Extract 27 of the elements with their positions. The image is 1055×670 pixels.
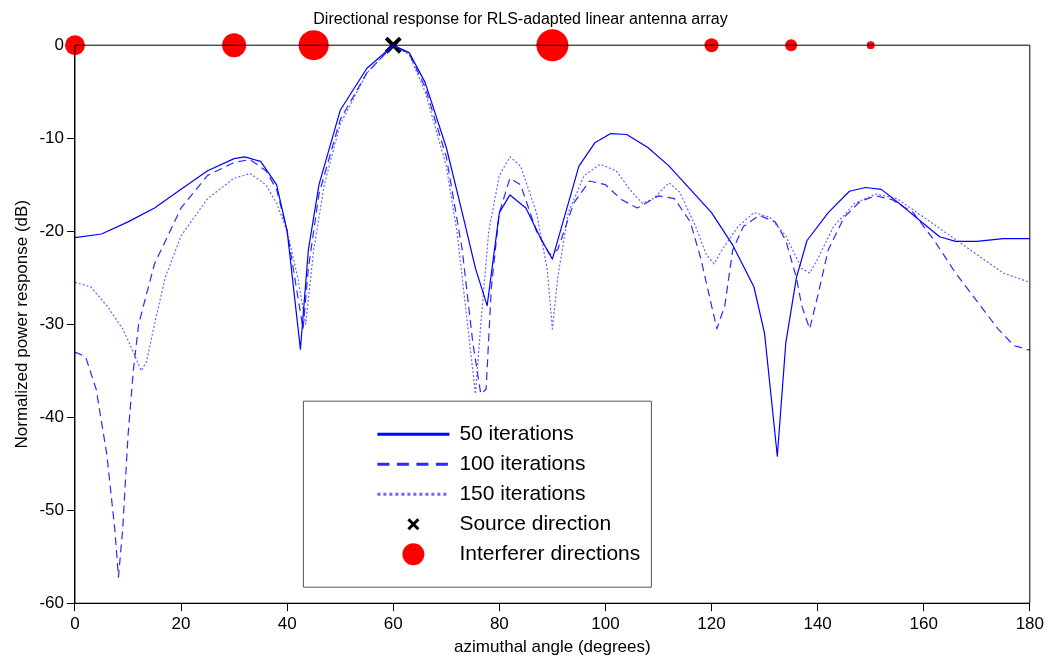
y-tick-label: -20	[39, 220, 64, 240]
x-tick-label: 20	[171, 614, 191, 634]
y-tick-label: -40	[39, 406, 64, 426]
legend-label: Source direction	[459, 511, 612, 534]
chart-title: Directional response for RLS-adapted linear antenna array	[313, 10, 728, 28]
legend-label: 100 iterations	[459, 451, 586, 474]
y-tick-label: -60	[39, 592, 64, 612]
x-axis-title: azimuthal angle (degrees)	[454, 637, 651, 657]
x-tick-label: 40	[277, 614, 297, 634]
y-axis-title: Normalized power response (dB)	[11, 199, 31, 449]
x-tick-label: 100	[591, 614, 620, 634]
x-tick-label: 160	[909, 614, 938, 634]
x-tick-label: 0	[70, 614, 80, 634]
x-tick-label: 80	[489, 614, 509, 634]
x-tick-label: 180	[1015, 614, 1045, 634]
legend-label: Interferer directions	[459, 541, 641, 564]
legend-label: 150 iterations	[459, 481, 586, 504]
x-tick-label: 120	[697, 614, 726, 634]
y-tick-label: 0	[54, 34, 64, 54]
y-tick-label: -50	[39, 499, 64, 519]
x-tick-label: 140	[803, 614, 832, 634]
legend-label: 50 iterations	[459, 421, 574, 444]
y-tick-label: -30	[39, 313, 64, 333]
line-series	[74, 44, 1031, 395]
y-tick-label: -10	[39, 127, 64, 147]
x-tick-label: 60	[383, 614, 403, 634]
line-series	[74, 44, 1031, 578]
